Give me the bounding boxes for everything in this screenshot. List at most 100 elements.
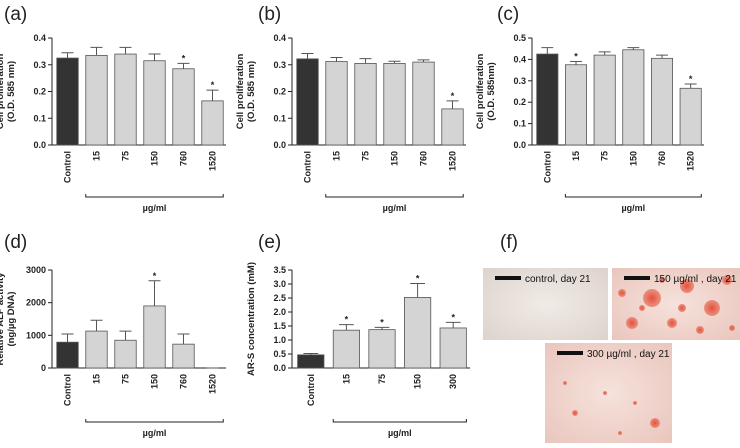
significance-mark: * — [451, 312, 455, 322]
stain-spot — [572, 410, 578, 416]
stain-spot — [633, 401, 637, 405]
error-bar — [61, 52, 74, 59]
significance-mark: * — [380, 317, 384, 327]
x-tick-label: 1520 — [208, 151, 218, 171]
x-axis-label: µg/ml — [621, 203, 645, 213]
x-tick-label: 15 — [571, 151, 581, 161]
y-axis-label: Cell proliferation — [235, 54, 246, 130]
significance-mark: * — [416, 273, 420, 283]
bar — [325, 61, 348, 146]
error-bar — [410, 282, 425, 298]
stain-spot — [722, 275, 732, 285]
x-tick-label: 760 — [419, 151, 429, 166]
error-bar — [303, 352, 319, 355]
y-tick-label: 2.5 — [273, 293, 286, 303]
stain-spot — [729, 325, 735, 331]
bar — [114, 339, 137, 369]
y-tick-label: 0.4 — [273, 33, 286, 43]
bar — [172, 343, 195, 369]
error-bar — [90, 46, 103, 56]
stain-spot — [618, 431, 622, 435]
bar — [332, 329, 360, 369]
significance-mark: * — [211, 80, 215, 90]
x-tick-label: 15 — [92, 151, 102, 161]
error-bar — [627, 47, 640, 50]
bar — [201, 100, 224, 146]
y-axis-label: (O.D. 585nm) — [486, 62, 497, 121]
bar — [143, 305, 166, 369]
dose-bracket — [564, 194, 702, 198]
error-bar — [374, 326, 390, 330]
x-axis-label: µg/ml — [388, 428, 412, 438]
x-tick-label: Control — [63, 374, 73, 406]
y-tick-label: 0.3 — [33, 60, 46, 70]
x-tick-label: 15 — [92, 374, 102, 384]
x-tick-label: 75 — [361, 151, 371, 161]
y-tick-label: 3000 — [26, 265, 46, 275]
stain-spot — [696, 326, 704, 334]
bar — [679, 87, 702, 146]
y-tick-label: 0.2 — [513, 97, 526, 107]
error-bar — [359, 58, 372, 64]
error-bar — [301, 53, 314, 59]
bar — [85, 54, 108, 146]
bar — [56, 341, 79, 369]
y-tick-label: 2.0 — [273, 307, 286, 317]
y-tick-label: 0.3 — [513, 76, 526, 86]
y-tick-label: 0.4 — [33, 33, 46, 43]
error-bar — [148, 53, 161, 61]
dose-bracket — [85, 419, 224, 423]
y-axis-label: Cell proliferation — [475, 54, 486, 130]
panel-label: (b) — [258, 4, 281, 25]
y-tick-label: 0.1 — [513, 119, 526, 129]
bar — [383, 63, 406, 146]
y-tick-label: 0.0 — [513, 140, 526, 150]
panel-label: (e) — [258, 232, 281, 253]
error-bar — [206, 89, 219, 101]
x-tick-label: 760 — [179, 374, 189, 389]
bar — [441, 108, 464, 146]
y-tick-label: 0.4 — [513, 54, 526, 64]
y-tick-label: 1.5 — [273, 321, 286, 331]
bar — [593, 54, 616, 146]
error-bar — [684, 83, 697, 89]
error-bar — [119, 46, 132, 55]
scale-bar — [495, 276, 521, 280]
x-tick-label: 1520 — [686, 151, 696, 171]
y-tick-label: 0.1 — [273, 113, 286, 123]
image-caption: 300 µg/ml , day 21 — [587, 349, 670, 360]
bar — [85, 330, 108, 369]
error-bar — [90, 319, 103, 332]
bar — [297, 354, 325, 369]
dose-bracket — [332, 419, 467, 423]
x-tick-label: 760 — [179, 151, 189, 166]
error-bar — [598, 51, 611, 56]
bar — [650, 57, 674, 146]
image-caption: control, day 21 — [525, 274, 591, 285]
y-axis-label: Relative ALP activity — [0, 272, 6, 366]
panel-label: (f) — [500, 232, 518, 253]
y-tick-label: 0.1 — [33, 113, 46, 123]
panel-label: (c) — [497, 4, 519, 25]
x-axis-label: µg/ml — [143, 428, 167, 438]
y-tick-label: 3.0 — [273, 279, 286, 289]
y-axis-label: Cell proliferation — [0, 54, 6, 130]
error-bar — [570, 61, 582, 65]
x-tick-label: 760 — [657, 151, 667, 166]
panel-label: (a) — [4, 4, 27, 25]
bar — [172, 68, 195, 146]
x-tick-label: 1520 — [208, 374, 218, 394]
error-bar — [148, 280, 161, 306]
error-bar — [119, 330, 132, 341]
stain-spot — [639, 305, 645, 311]
error-bar — [417, 59, 430, 63]
x-tick-label: 75 — [121, 374, 131, 384]
bar — [439, 327, 467, 369]
error-bar — [177, 333, 190, 345]
scale-bar — [557, 351, 583, 355]
y-tick-label: 0.5 — [513, 33, 526, 43]
y-tick-label: 2000 — [26, 298, 46, 308]
significance-mark: * — [689, 74, 693, 84]
bar — [368, 329, 396, 369]
